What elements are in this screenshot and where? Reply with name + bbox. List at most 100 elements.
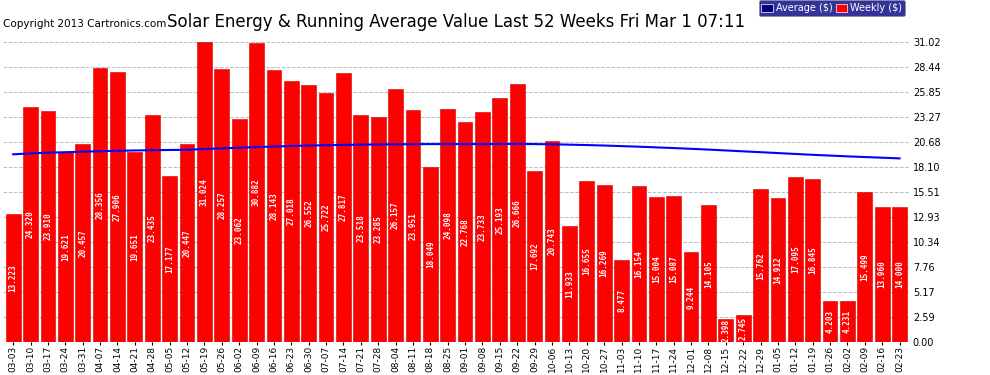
Bar bbox=[719, 319, 734, 342]
Text: 24.098: 24.098 bbox=[444, 211, 452, 239]
Bar bbox=[23, 107, 38, 342]
Bar bbox=[215, 69, 229, 342]
Bar bbox=[371, 117, 385, 342]
Bar bbox=[805, 179, 820, 342]
Text: 17.177: 17.177 bbox=[165, 245, 174, 273]
Bar bbox=[684, 252, 698, 342]
Text: 27.906: 27.906 bbox=[113, 193, 122, 221]
Text: 11.933: 11.933 bbox=[565, 270, 574, 298]
Text: 19.621: 19.621 bbox=[60, 233, 70, 261]
Title: Solar Energy & Running Average Value Last 52 Weeks Fri Mar 1 07:11: Solar Energy & Running Average Value Las… bbox=[167, 13, 745, 31]
Bar bbox=[128, 152, 143, 342]
Text: 23.285: 23.285 bbox=[373, 215, 383, 243]
Bar bbox=[6, 214, 21, 342]
Bar bbox=[614, 260, 629, 342]
Text: 9.244: 9.244 bbox=[686, 286, 696, 309]
Text: 22.768: 22.768 bbox=[460, 218, 469, 246]
Text: 14.000: 14.000 bbox=[895, 260, 904, 288]
Text: 26.157: 26.157 bbox=[391, 201, 400, 229]
Text: 23.518: 23.518 bbox=[356, 214, 365, 242]
Bar bbox=[475, 112, 490, 342]
Bar bbox=[736, 315, 750, 342]
Bar bbox=[232, 119, 247, 342]
Bar bbox=[770, 198, 785, 342]
Bar bbox=[266, 70, 281, 342]
Text: Copyright 2013 Cartronics.com: Copyright 2013 Cartronics.com bbox=[3, 20, 166, 30]
Bar bbox=[162, 176, 177, 342]
Bar bbox=[701, 206, 716, 342]
Bar bbox=[892, 207, 907, 342]
Bar bbox=[249, 44, 264, 342]
Bar bbox=[441, 109, 455, 342]
Bar bbox=[353, 114, 368, 342]
Text: 25.193: 25.193 bbox=[495, 206, 504, 234]
Bar bbox=[284, 81, 299, 342]
Bar bbox=[753, 189, 768, 342]
Bar bbox=[197, 42, 212, 342]
Text: 15.004: 15.004 bbox=[651, 255, 660, 283]
Text: 20.457: 20.457 bbox=[78, 229, 87, 257]
Text: 20.743: 20.743 bbox=[547, 228, 556, 255]
Text: 28.257: 28.257 bbox=[217, 191, 227, 219]
Text: 14.912: 14.912 bbox=[773, 256, 782, 284]
Bar bbox=[666, 196, 681, 342]
Bar bbox=[301, 85, 316, 342]
Bar bbox=[579, 181, 594, 342]
Bar bbox=[788, 177, 803, 342]
Bar bbox=[528, 171, 542, 342]
Bar bbox=[388, 89, 403, 342]
Text: 24.320: 24.320 bbox=[26, 210, 35, 238]
Text: 13.960: 13.960 bbox=[878, 261, 887, 288]
Bar bbox=[823, 301, 838, 342]
Bar bbox=[510, 84, 525, 342]
Bar bbox=[75, 144, 90, 342]
Text: 17.692: 17.692 bbox=[530, 243, 540, 270]
Text: 14.105: 14.105 bbox=[704, 260, 713, 288]
Text: 19.651: 19.651 bbox=[131, 233, 140, 261]
Text: 23.733: 23.733 bbox=[478, 213, 487, 241]
Text: 25.722: 25.722 bbox=[322, 204, 331, 231]
Text: 23.951: 23.951 bbox=[409, 212, 418, 240]
Bar bbox=[110, 72, 125, 342]
Bar bbox=[93, 68, 108, 342]
Bar bbox=[597, 184, 612, 342]
Bar bbox=[406, 110, 421, 342]
Bar bbox=[423, 167, 438, 342]
Text: 31.024: 31.024 bbox=[200, 178, 209, 206]
Bar bbox=[544, 141, 559, 342]
Bar bbox=[336, 73, 350, 342]
Text: 26.666: 26.666 bbox=[513, 199, 522, 227]
Text: 16.845: 16.845 bbox=[808, 246, 817, 274]
Bar bbox=[841, 301, 854, 342]
Legend: Average ($), Weekly ($): Average ($), Weekly ($) bbox=[758, 0, 905, 16]
Text: 8.477: 8.477 bbox=[617, 289, 626, 312]
Bar bbox=[875, 207, 890, 342]
Text: 16.655: 16.655 bbox=[582, 248, 591, 275]
Text: 30.882: 30.882 bbox=[252, 179, 261, 207]
Text: 28.143: 28.143 bbox=[269, 192, 278, 220]
Text: 23.910: 23.910 bbox=[44, 212, 52, 240]
Bar bbox=[492, 98, 507, 342]
Text: 17.095: 17.095 bbox=[791, 245, 800, 273]
Text: 16.269: 16.269 bbox=[600, 249, 609, 277]
Text: 13.223: 13.223 bbox=[9, 264, 18, 292]
Bar bbox=[179, 144, 194, 342]
Bar bbox=[145, 116, 159, 342]
Text: 4.203: 4.203 bbox=[826, 310, 835, 333]
Text: 23.435: 23.435 bbox=[148, 215, 156, 243]
Text: 23.062: 23.062 bbox=[235, 216, 244, 244]
Bar bbox=[41, 111, 55, 342]
Bar bbox=[562, 226, 577, 342]
Text: 15.087: 15.087 bbox=[669, 255, 678, 283]
Text: 4.231: 4.231 bbox=[842, 310, 852, 333]
Bar bbox=[632, 186, 646, 342]
Text: 2.745: 2.745 bbox=[739, 317, 747, 340]
Bar bbox=[58, 152, 72, 342]
Text: 15.499: 15.499 bbox=[860, 253, 869, 281]
Text: 28.356: 28.356 bbox=[96, 191, 105, 219]
Text: 15.762: 15.762 bbox=[756, 252, 765, 279]
Text: 18.049: 18.049 bbox=[426, 241, 435, 268]
Text: 27.817: 27.817 bbox=[339, 194, 347, 221]
Bar bbox=[319, 93, 334, 342]
Bar bbox=[457, 122, 472, 342]
